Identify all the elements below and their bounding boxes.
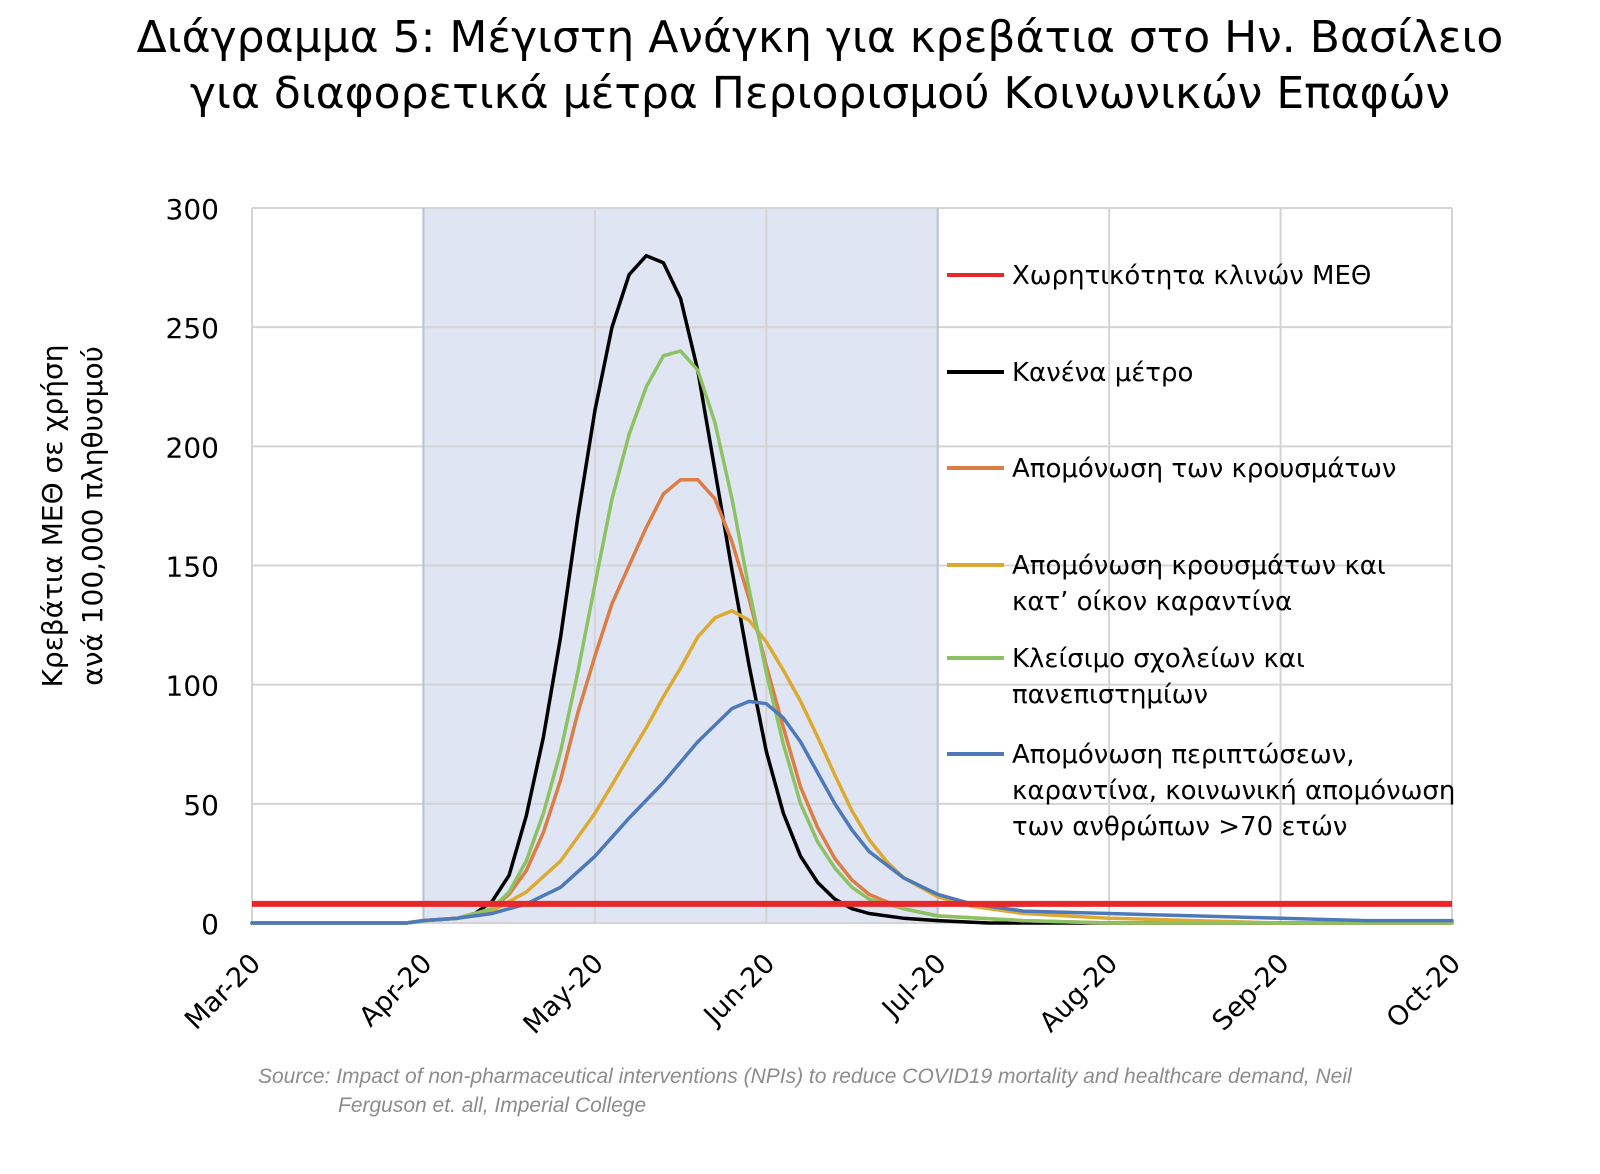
- chart-title: Διάγραμμα 5: Μέγιστη Ανάγκη για κρεβάτια…: [0, 10, 1600, 122]
- y-axis-label-line-2: ανά 100,000 πληθυσμού: [76, 346, 109, 686]
- legend-label-2: Κανένα μέτρο: [1012, 358, 1193, 388]
- y-axis-label-line-1: Κρεβάτια ΜΕΘ σε χρήση: [36, 344, 69, 687]
- source-note: Source: Impact of non-pharmaceutical int…: [258, 1062, 1458, 1120]
- y-tick-label: 100: [166, 670, 219, 703]
- source-note-line-1: Source: Impact of non-pharmaceutical int…: [258, 1065, 1352, 1088]
- legend-label-6: Απομόνωση περιπτώσεων,: [1012, 740, 1355, 770]
- x-tick-label: Aug-20: [1034, 948, 1124, 1038]
- x-tick-label: Mar-20: [179, 948, 267, 1036]
- x-tick-label: Jun-20: [697, 948, 781, 1032]
- chart-title-line-2: για διαφορετικά μέτρα Περιορισμού Κοινων…: [189, 68, 1451, 119]
- y-tick-label: 200: [166, 431, 219, 464]
- legend-label-4: κατ’ οίκον καραντίνα: [1012, 587, 1292, 617]
- x-tick-label: May-20: [518, 948, 610, 1040]
- legend-label-4: Απομόνωση κρουσμάτων και: [1012, 551, 1386, 581]
- y-tick-label: 300: [166, 193, 219, 226]
- legend-label-5: Κλείσιμο σχολείων και: [1012, 644, 1305, 674]
- legend-label-6: καραντίνα, κοινωνική απομόνωση: [1012, 776, 1455, 806]
- legend-label-1: Χωρητικότητα κλινών ΜΕΘ: [1012, 261, 1371, 291]
- chart-title-line-1: Διάγραμμα 5: Μέγιστη Ανάγκη για κρεβάτια…: [136, 12, 1504, 63]
- legend-label-5: πανεπιστημίων: [1012, 680, 1208, 710]
- legend-label-3: Απομόνωση των κρουσμάτων: [1012, 454, 1396, 484]
- series-line-4: [250, 349, 1454, 925]
- source-note-line-2: Ferguson et. all, Imperial College: [338, 1094, 647, 1117]
- y-tick-label: 150: [166, 551, 219, 584]
- series-line-1: [250, 253, 1454, 925]
- x-tick-label: Oct-20: [1381, 948, 1467, 1034]
- x-tick-label: Jul-20: [875, 948, 953, 1026]
- series-line-5: [250, 699, 1454, 925]
- y-tick-label: 0: [201, 908, 219, 941]
- y-tick-label: 50: [183, 789, 219, 822]
- x-tick-label: Sep-20: [1206, 948, 1295, 1037]
- y-tick-label: 250: [166, 312, 219, 345]
- x-tick-label: Apr-20: [353, 948, 438, 1033]
- legend-label-6: των ανθρώπων >70 ετών: [1012, 812, 1347, 842]
